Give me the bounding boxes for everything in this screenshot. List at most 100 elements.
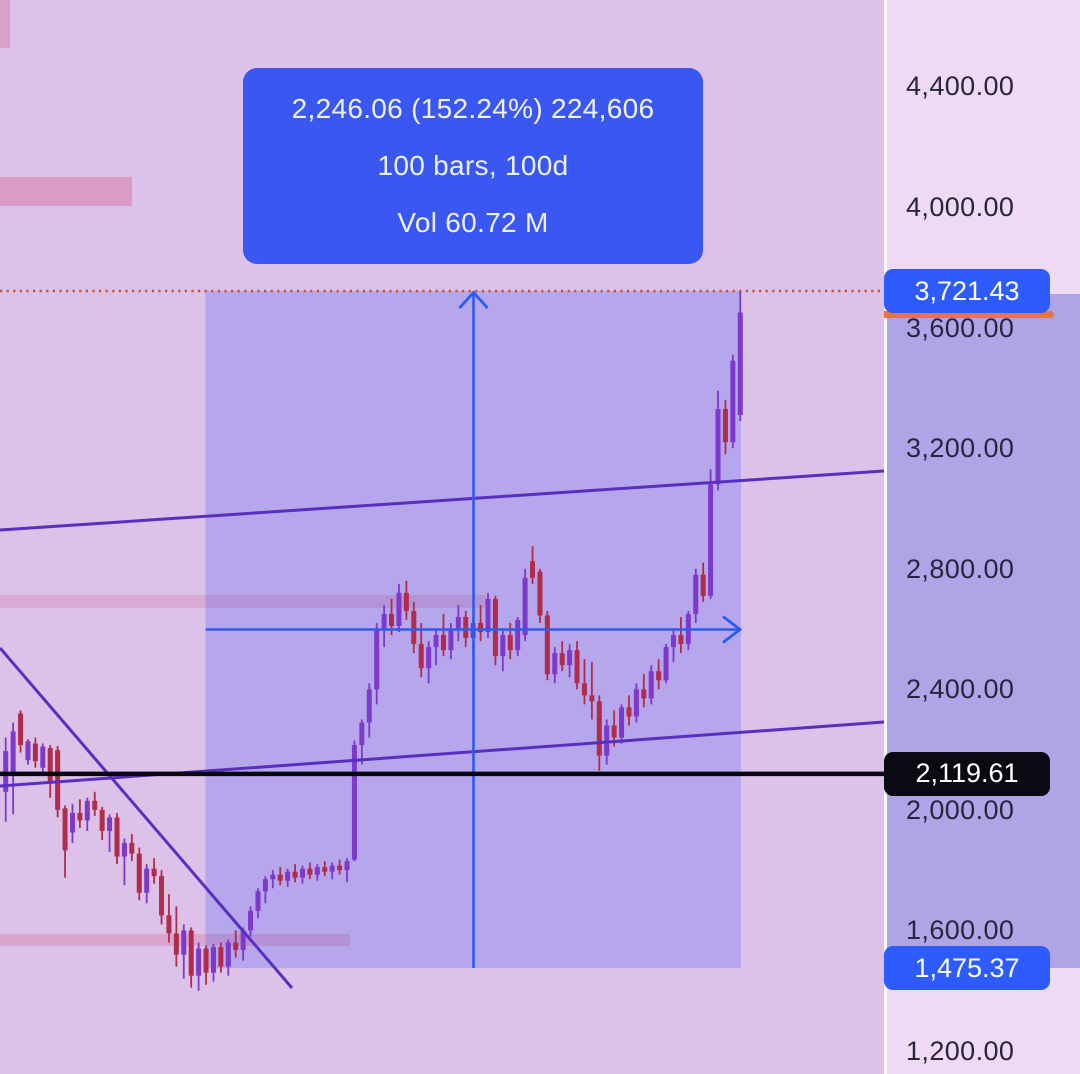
candle[interactable] <box>426 641 432 684</box>
candle[interactable] <box>559 641 565 672</box>
candle[interactable] <box>166 894 172 943</box>
candle[interactable] <box>225 939 231 976</box>
price-tick-label: 3,200.00 <box>906 433 1015 464</box>
candle[interactable] <box>3 737 9 822</box>
candle[interactable] <box>77 799 83 828</box>
axis-range-highlight <box>887 294 1080 968</box>
candle[interactable] <box>159 870 165 925</box>
candle[interactable] <box>619 704 625 744</box>
candle[interactable] <box>203 945 209 985</box>
candle[interactable] <box>366 683 372 738</box>
candle[interactable] <box>84 797 90 831</box>
candle[interactable] <box>255 888 261 919</box>
candle[interactable] <box>292 864 298 883</box>
candle[interactable] <box>270 870 276 889</box>
candle[interactable] <box>337 859 343 875</box>
price-tick-label: 2,800.00 <box>906 553 1015 584</box>
candle[interactable] <box>300 865 305 884</box>
candle[interactable] <box>544 610 550 681</box>
candle[interactable] <box>62 805 68 878</box>
candle[interactable] <box>218 942 224 973</box>
candle[interactable] <box>396 583 402 633</box>
candle[interactable] <box>262 876 268 904</box>
candle[interactable] <box>329 862 335 880</box>
candle[interactable] <box>307 862 313 880</box>
candle[interactable] <box>25 739 31 765</box>
candle[interactable] <box>344 858 350 883</box>
candle[interactable] <box>40 743 46 774</box>
candle[interactable] <box>633 683 639 723</box>
candle[interactable] <box>574 641 580 690</box>
candle[interactable] <box>114 812 120 865</box>
price-chart-canvas[interactable] <box>0 0 884 1074</box>
candle[interactable] <box>708 469 714 599</box>
candle[interactable] <box>678 616 684 654</box>
candle[interactable] <box>581 659 587 705</box>
candle[interactable] <box>210 944 216 982</box>
candle[interactable] <box>18 710 24 753</box>
candle[interactable] <box>144 864 150 904</box>
candle[interactable] <box>478 604 484 642</box>
candle[interactable] <box>589 662 595 720</box>
candle[interactable] <box>381 604 387 648</box>
candle[interactable] <box>537 568 543 623</box>
candle[interactable] <box>248 906 254 937</box>
candle[interactable] <box>196 942 202 991</box>
candle[interactable] <box>374 622 380 705</box>
trendline-descending[interactable] <box>0 647 294 989</box>
candle[interactable] <box>515 616 521 657</box>
price-tick-label: 2,000.00 <box>906 794 1015 825</box>
candle[interactable] <box>151 858 157 884</box>
candle[interactable] <box>626 695 632 726</box>
candle[interactable] <box>32 737 38 768</box>
candle[interactable] <box>596 695 602 771</box>
candle[interactable] <box>121 838 127 886</box>
candle[interactable] <box>69 803 75 844</box>
candle[interactable] <box>455 604 461 642</box>
candle[interactable] <box>136 847 142 901</box>
orange-underline <box>884 311 1054 318</box>
candle[interactable] <box>188 927 194 988</box>
candle[interactable] <box>656 659 662 690</box>
candle[interactable] <box>663 644 669 684</box>
candle[interactable] <box>485 592 491 639</box>
candle[interactable] <box>107 814 113 853</box>
candle[interactable] <box>173 906 179 967</box>
candle[interactable] <box>10 722 16 815</box>
candle[interactable] <box>92 791 98 816</box>
candle[interactable] <box>233 930 239 958</box>
candle[interactable] <box>641 674 647 708</box>
candle[interactable] <box>567 644 573 678</box>
candle[interactable] <box>737 291 743 422</box>
candle[interactable] <box>715 390 721 491</box>
candle[interactable] <box>552 647 558 684</box>
candle[interactable] <box>700 562 706 602</box>
candle[interactable] <box>99 806 105 841</box>
highlight-band <box>0 595 486 608</box>
candle[interactable] <box>671 629 676 663</box>
candle[interactable] <box>722 399 728 455</box>
candle[interactable] <box>730 354 736 449</box>
trendline-channel-upper[interactable] <box>0 469 884 532</box>
candle[interactable] <box>181 924 187 979</box>
candle[interactable] <box>359 719 365 765</box>
candle[interactable] <box>314 864 320 881</box>
candle[interactable] <box>277 867 283 886</box>
candle[interactable] <box>433 629 439 666</box>
price-axis[interactable]: 4,400.00 4,000.00 3,600.00 3,200.00 2,800.00… <box>884 0 1080 1074</box>
candle[interactable] <box>440 613 446 657</box>
candle[interactable] <box>351 740 357 862</box>
measure-tooltip[interactable]: 2,246.06 (152.24%) 224,606 100 bars, 100… <box>243 68 703 264</box>
candle[interactable] <box>418 622 424 678</box>
candle[interactable] <box>403 580 409 620</box>
candle[interactable] <box>693 568 699 623</box>
candle[interactable] <box>530 546 536 584</box>
candle[interactable] <box>322 861 328 877</box>
candle[interactable] <box>411 601 417 654</box>
candle[interactable] <box>129 833 135 862</box>
price-tick-label: 1,600.00 <box>906 915 1015 946</box>
candle[interactable] <box>285 868 291 887</box>
candle[interactable] <box>500 629 506 672</box>
candle[interactable] <box>47 745 53 798</box>
candle[interactable] <box>648 665 654 705</box>
